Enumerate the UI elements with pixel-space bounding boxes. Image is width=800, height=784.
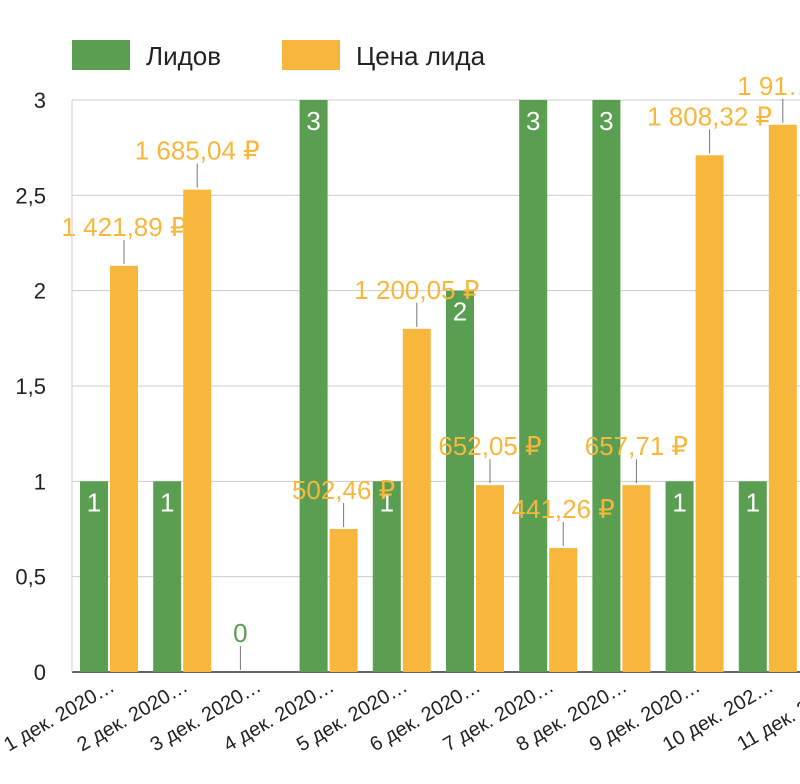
bar-leads [372, 481, 401, 672]
data-label-leads: 0 [233, 618, 247, 648]
data-label-lead-price: 502,46 ₽ [292, 475, 395, 505]
bar-lead-price [110, 265, 138, 672]
legend-label-lead-price: Цена лида [356, 41, 486, 71]
bar-leads [665, 481, 694, 672]
legend-swatch-lead-price [282, 40, 340, 70]
bar-lead-price [183, 189, 212, 672]
data-label-leads: 1 [87, 487, 101, 517]
data-label-lead-price: 1 91…5 [737, 71, 800, 101]
bar-lead-price [695, 155, 724, 672]
x-axis-ticks: 1 дек. 2020…2 дек. 2020…3 дек. 2020…4 де… [0, 675, 800, 756]
bar-lead-price [329, 529, 358, 672]
y-axis-ticks: 0 0,5 1 1,5 2 2,5 3 [15, 88, 46, 685]
data-label-leads: 1 [380, 487, 394, 517]
data-label-lead-price: 1 421,89 ₽ [62, 212, 187, 242]
bar-leads [80, 481, 108, 672]
bar-leads [592, 100, 621, 672]
data-label-leads: 3 [599, 106, 613, 136]
bar-leads [738, 481, 767, 672]
data-label-lead-price: 1 685,04 ₽ [135, 136, 260, 166]
legend-label-leads: Лидов [146, 41, 221, 71]
data-label-lead-price: 441,26 ₽ [512, 494, 615, 524]
data-label-leads: 3 [526, 106, 540, 136]
y-tick-label: 3 [34, 88, 46, 113]
bar-leads [446, 290, 474, 672]
bar-lead-price [402, 328, 431, 672]
y-tick-label: 1,5 [15, 374, 46, 399]
bar-lead-price [476, 485, 504, 672]
data-label-lead-price: 657,71 ₽ [585, 431, 688, 461]
bar-leads [519, 100, 548, 672]
y-tick-label: 2,5 [15, 183, 46, 208]
bar-lead-price [768, 124, 797, 672]
y-tick-label: 1 [34, 469, 46, 494]
data-label-leads: 1 [746, 487, 760, 517]
data-label-leads: 3 [306, 106, 320, 136]
bar-leads [299, 100, 328, 672]
data-label-lead-price: 1 808,32 ₽ [647, 101, 772, 131]
data-label-lead-price: 1 200,05 ₽ [354, 275, 479, 305]
data-label-leads: 1 [160, 487, 174, 517]
bar-lead-price [622, 485, 651, 672]
legend-swatch-leads [72, 40, 130, 70]
y-tick-label: 2 [34, 279, 46, 304]
bar-leads [153, 481, 182, 672]
legend: Лидов Цена лида [72, 40, 486, 71]
bar-lead-price [549, 548, 578, 672]
bars: 1 1 0 3 1 2 3 3 1 1 1 421,89 ₽ 1 685,04 ₽ 502,46 ₽ 1 … [62, 71, 800, 672]
y-tick-label: 0,5 [15, 565, 46, 590]
y-tick-label: 0 [34, 660, 46, 685]
data-label-lead-price: 652,05 ₽ [438, 431, 541, 461]
data-label-leads: 1 [672, 487, 686, 517]
data-label-leads: 2 [453, 297, 467, 327]
